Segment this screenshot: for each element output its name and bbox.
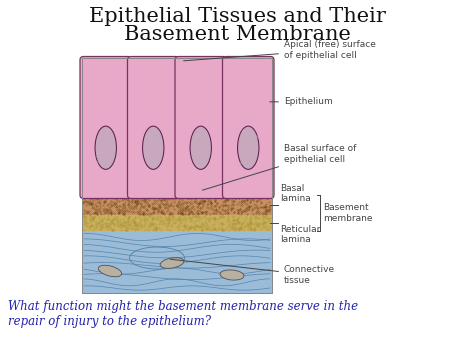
FancyBboxPatch shape xyxy=(128,56,179,198)
Bar xyxy=(82,58,272,195)
Text: Apical (free) surface
of epithelial cell: Apical (free) surface of epithelial cell xyxy=(183,40,376,61)
Ellipse shape xyxy=(95,126,117,169)
Text: Reticular
lamina: Reticular lamina xyxy=(280,225,320,244)
FancyBboxPatch shape xyxy=(222,56,274,198)
Bar xyxy=(82,58,272,293)
Bar xyxy=(82,195,272,215)
Text: Basement
membrane: Basement membrane xyxy=(323,203,373,223)
Bar xyxy=(82,215,272,231)
FancyBboxPatch shape xyxy=(80,56,131,198)
Text: Epithelial Tissues and Their: Epithelial Tissues and Their xyxy=(89,7,385,26)
Text: Basal
lamina: Basal lamina xyxy=(280,184,311,203)
FancyBboxPatch shape xyxy=(175,56,227,198)
Ellipse shape xyxy=(160,258,184,268)
Text: Connective
tissue: Connective tissue xyxy=(170,259,335,285)
Bar xyxy=(82,231,272,293)
Text: Epithelium: Epithelium xyxy=(270,97,333,106)
Ellipse shape xyxy=(220,270,244,280)
Ellipse shape xyxy=(237,126,259,169)
Text: What function might the basement membrane serve in the
repair of injury to the e: What function might the basement membran… xyxy=(8,300,358,328)
Text: Basal surface of
epithelial cell: Basal surface of epithelial cell xyxy=(202,144,356,190)
Text: Basement Membrane: Basement Membrane xyxy=(124,25,350,44)
Ellipse shape xyxy=(98,265,122,277)
Bar xyxy=(82,58,272,293)
Ellipse shape xyxy=(143,126,164,169)
Ellipse shape xyxy=(190,126,211,169)
